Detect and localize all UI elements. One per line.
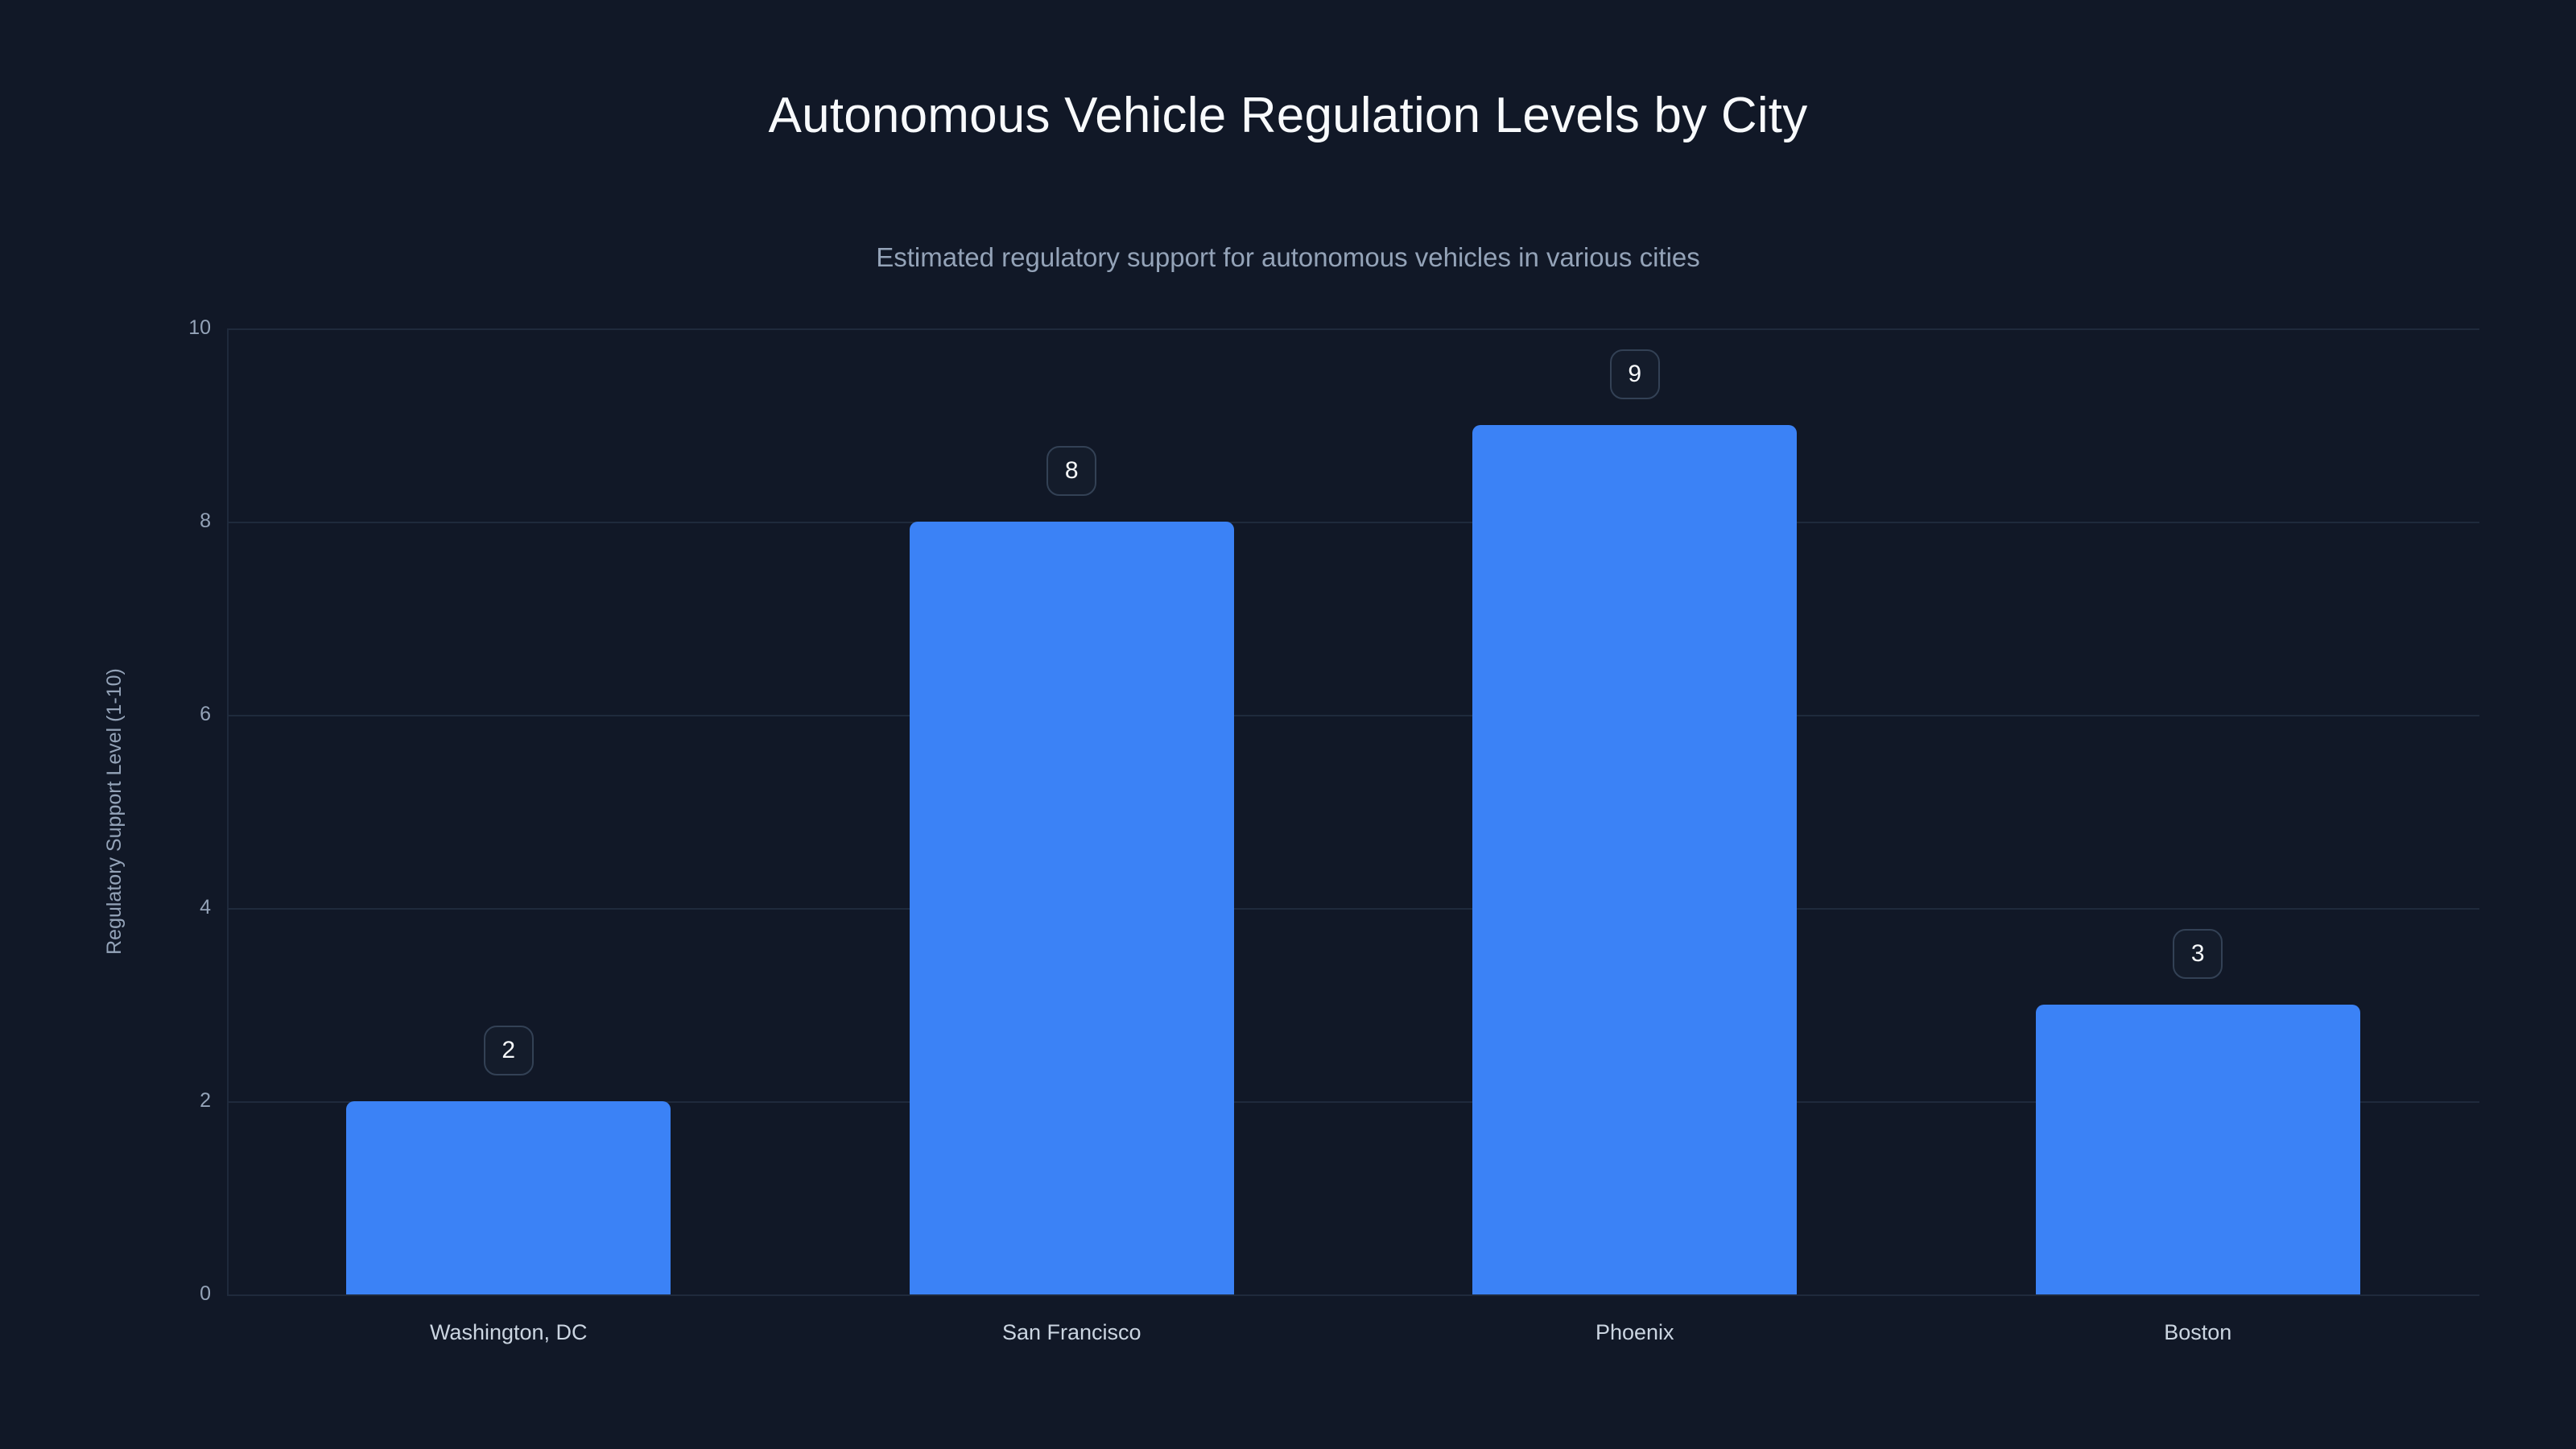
x-axis-tick-label: Boston: [2164, 1320, 2232, 1344]
gridline: [227, 1101, 2479, 1103]
chart-title: Autonomous Vehicle Regulation Levels by …: [768, 88, 1808, 143]
plot-area: [227, 328, 2479, 1296]
gridline: [227, 1294, 2479, 1296]
bar-value-badge: 9: [1609, 349, 1660, 399]
bar[interactable]: [346, 1101, 671, 1294]
y-axis-line: [227, 328, 229, 1296]
gridline: [227, 715, 2479, 716]
x-axis-tick-label: San Francisco: [1001, 1320, 1141, 1344]
gridline: [227, 908, 2479, 910]
x-axis-tick-label: Phoenix: [1595, 1320, 1674, 1344]
y-axis-tick-label: 8: [200, 510, 211, 532]
bar-value-badge: 2: [483, 1026, 534, 1075]
y-axis-tick-label: 2: [200, 1089, 211, 1112]
chart-subtitle: Estimated regulatory support for autonom…: [876, 242, 1700, 272]
bar-value-badge: 3: [2173, 929, 2223, 979]
bar[interactable]: [909, 522, 1234, 1294]
y-axis-tick-label: 6: [200, 703, 211, 725]
y-axis-tick-label: 0: [200, 1282, 211, 1305]
y-axis-tick-label: 4: [200, 896, 211, 919]
bar[interactable]: [2035, 1005, 2360, 1294]
bar-value-badge: 8: [1046, 446, 1097, 496]
gridline: [227, 328, 2479, 330]
y-axis-tick-label: 10: [188, 316, 211, 339]
bar[interactable]: [1472, 425, 1798, 1294]
x-axis-tick-label: Washington, DC: [429, 1320, 588, 1344]
gridline: [227, 522, 2479, 523]
